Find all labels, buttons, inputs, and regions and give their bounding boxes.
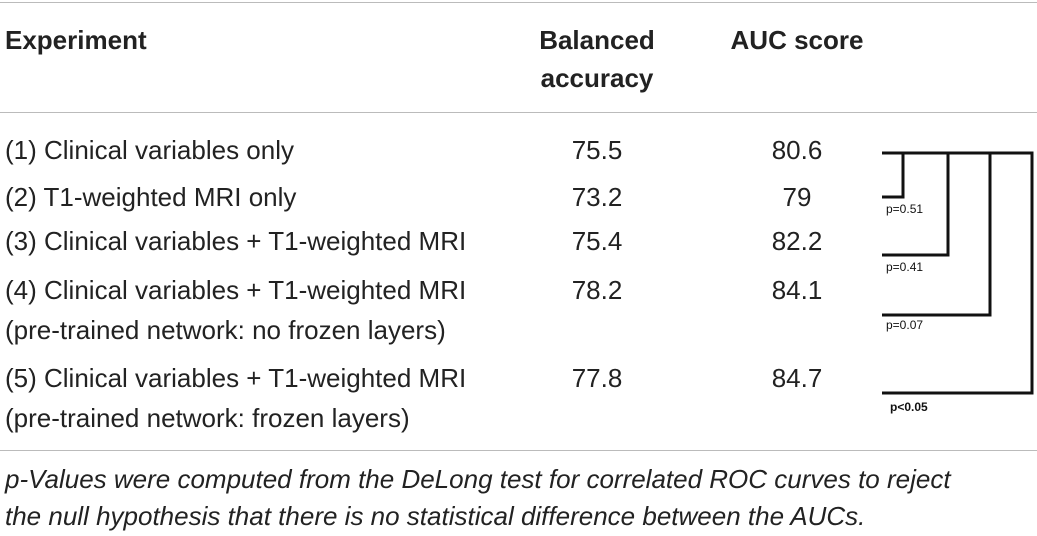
footnote: the null hypothesis that there is no sta… bbox=[5, 501, 866, 531]
accuracy-cell: 77.8 bbox=[571, 363, 623, 393]
p-value: p=0.41 bbox=[886, 260, 923, 274]
header-cell: Experiment bbox=[5, 25, 147, 55]
header-cell: accuracy bbox=[540, 63, 654, 93]
top-rule bbox=[0, 2, 1037, 3]
footnote: p-Values were computed from the DeLong t… bbox=[5, 464, 951, 494]
bottom-rule bbox=[0, 450, 1037, 451]
p-value: p<0.05 bbox=[890, 400, 928, 414]
experiment-cell: (5) Clinical variables + T1-weighted MRI bbox=[5, 363, 467, 393]
header-cell: Balanced bbox=[539, 25, 655, 55]
accuracy-cell: 75.4 bbox=[571, 226, 623, 256]
auc-cell: 84.1 bbox=[771, 275, 823, 305]
auc-cell: 79 bbox=[782, 182, 812, 212]
experiment-cell: (2) T1-weighted MRI only bbox=[5, 182, 297, 212]
experiment-cell: (4) Clinical variables + T1-weighted MRI bbox=[5, 275, 467, 305]
accuracy-cell: 75.5 bbox=[571, 135, 623, 165]
experiment-cell: (1) Clinical variables only bbox=[5, 135, 294, 165]
auc-cell: 82.2 bbox=[771, 226, 823, 256]
bracket bbox=[882, 153, 992, 317]
header-rule bbox=[0, 112, 1037, 113]
bracket bbox=[882, 153, 950, 257]
experiment-cell: (3) Clinical variables + T1-weighted MRI bbox=[5, 226, 467, 256]
p-value: p=0.07 bbox=[886, 318, 923, 332]
accuracy-cell: 73.2 bbox=[571, 182, 623, 212]
accuracy-cell: 78.2 bbox=[571, 275, 623, 305]
experiment-cell: (pre-trained network: frozen layers) bbox=[5, 403, 410, 433]
auc-cell: 80.6 bbox=[771, 135, 823, 165]
header-cell: AUC score bbox=[730, 25, 864, 55]
bracket bbox=[882, 153, 905, 199]
p-value: p=0.51 bbox=[886, 202, 923, 216]
bracket bbox=[882, 151, 1034, 395]
auc-cell: 84.7 bbox=[771, 363, 823, 393]
experiment-cell: (pre-trained network: no frozen layers) bbox=[5, 315, 446, 345]
